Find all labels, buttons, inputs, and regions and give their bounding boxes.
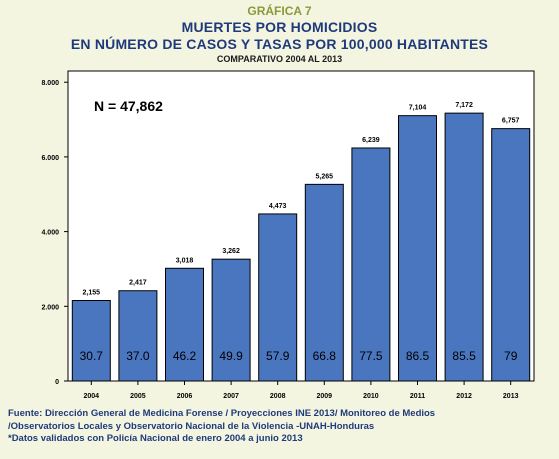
bar [398, 115, 437, 382]
bar-value-label: 5,265 [316, 173, 334, 180]
bar [444, 112, 484, 382]
footer-source-line1: Fuente: Dirección General de Medicina Fo… [8, 408, 436, 419]
bar-rate-label: 49.9 [219, 349, 243, 363]
x-tick-label: 2013 [503, 393, 519, 400]
y-tick-label: 4.000 [41, 230, 59, 237]
bar-value-label: 3,262 [222, 248, 240, 255]
bar [71, 300, 111, 382]
bar-value-label: 4,473 [269, 203, 287, 210]
x-tick-label: 2009 [317, 393, 333, 400]
x-tick-label: 2004 [84, 393, 100, 400]
bar-value-label: 2,417 [129, 280, 147, 287]
bar-value-label: 6,239 [362, 137, 380, 144]
footer-source-line2: /Observatorios Locales y Observatorio Na… [8, 420, 375, 432]
y-tick-label: 2.000 [41, 304, 59, 311]
bar-rate-label: 46.2 [173, 349, 197, 363]
x-tick-label: 2006 [177, 393, 193, 400]
x-tick-label: 2011 [410, 393, 425, 400]
chart-annotation: N = 47,862 [94, 98, 163, 114]
bar [258, 213, 298, 382]
x-tick-label: 2012 [456, 393, 472, 400]
y-tick-label: 8.000 [41, 80, 59, 87]
bar [351, 147, 391, 382]
y-tick-label: 0 [55, 379, 59, 386]
x-tick-label: 2007 [223, 393, 239, 400]
bar-rate-label: 57.9 [266, 349, 290, 363]
footer-note: *Datos validados con Policía Nacional de… [8, 433, 303, 444]
bar-rate-label: 79 [504, 349, 518, 363]
bar-value-label: 7,172 [455, 102, 473, 109]
chart-subtitle: COMPARATIVO 2004 AL 2013 [216, 54, 343, 64]
bar-rate-label: 66.8 [313, 349, 337, 363]
chart-title-line2: EN NÚMERO DE CASOS Y TASAS POR 100,000 H… [70, 36, 489, 52]
bar [118, 290, 158, 382]
chart-title-line1: MUERTES POR HOMICIDIOS [181, 19, 378, 35]
y-tick-label: 6.000 [41, 155, 59, 162]
bar-rate-label: 77.5 [359, 349, 383, 363]
x-tick-label: 2005 [130, 393, 146, 400]
bar [304, 183, 344, 382]
bar-rate-label: 30.7 [80, 349, 104, 363]
bar-rate-label: 37.0 [126, 349, 150, 363]
x-tick-label: 2010 [363, 393, 379, 400]
bar-value-label: 2,155 [83, 290, 101, 297]
bar-value-label: 6,757 [502, 118, 520, 125]
bar-rate-label: 86.5 [406, 349, 430, 363]
bar-rate-label: 85.5 [452, 349, 476, 363]
x-tick-label: 2008 [270, 393, 286, 400]
chart-footer: Fuente: Dirección General de Medicina Fo… [8, 408, 435, 446]
bar-value-label: 3,018 [176, 257, 194, 264]
bar-value-label: 7,104 [409, 105, 427, 112]
bar [165, 267, 204, 382]
bar [491, 128, 531, 382]
chart-label: GRÁFICA 7 [247, 4, 312, 18]
